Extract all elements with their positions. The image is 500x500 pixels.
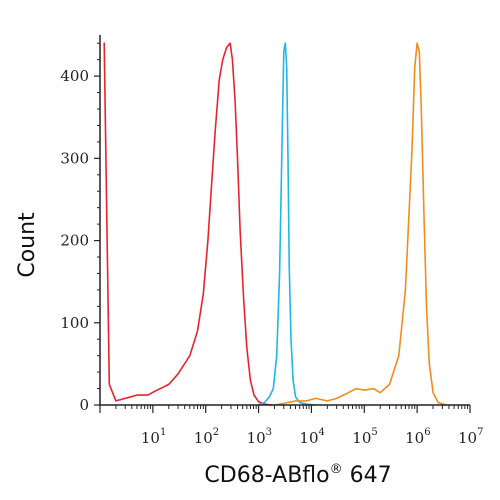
y-tick-label: 0 bbox=[79, 396, 89, 414]
x-tick-label: 105 bbox=[352, 427, 377, 447]
x-tick-label: 107 bbox=[458, 427, 483, 447]
series-line-1 bbox=[103, 42, 273, 406]
x-tick-label: 101 bbox=[141, 427, 166, 447]
y-tick-label: 400 bbox=[60, 67, 89, 85]
series-line-2 bbox=[257, 42, 317, 406]
y-tick-label: 300 bbox=[60, 149, 89, 167]
x-axis-title: CD68-ABflo® 647 bbox=[204, 462, 391, 488]
x-tick-label: 104 bbox=[299, 427, 324, 447]
y-tick-label: 200 bbox=[60, 232, 89, 250]
series-layer bbox=[103, 42, 447, 406]
y-tick-label: 100 bbox=[60, 314, 89, 332]
y-axis-ticks: 0 100 200 300 400 bbox=[60, 42, 100, 414]
x-tick-label: 103 bbox=[247, 427, 272, 447]
y-axis-title: Count bbox=[15, 212, 40, 278]
series-line-3 bbox=[273, 42, 447, 406]
x-axis-ticks: 101 102 103 104 105 106 107 bbox=[99, 405, 483, 447]
x-tick-label: 102 bbox=[194, 427, 219, 447]
x-tick-label: 106 bbox=[405, 427, 430, 447]
